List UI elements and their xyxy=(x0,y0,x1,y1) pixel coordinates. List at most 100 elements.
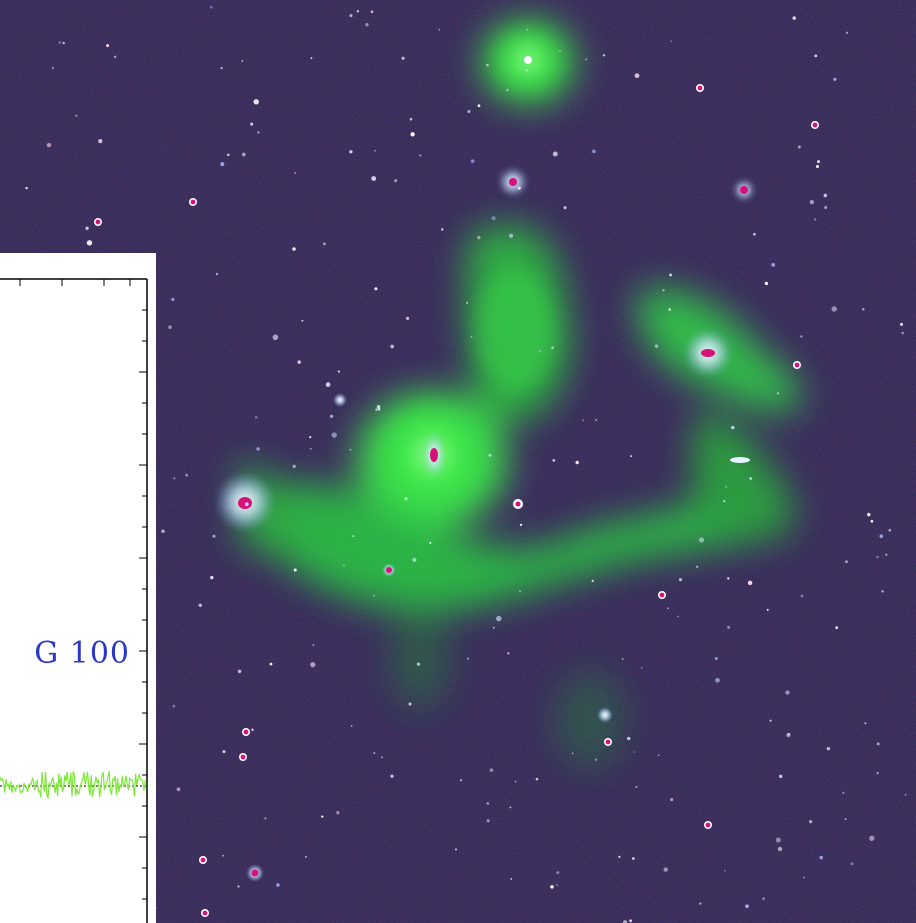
star xyxy=(466,657,469,660)
star xyxy=(904,793,907,796)
star xyxy=(441,228,444,231)
star xyxy=(539,349,542,353)
star xyxy=(390,344,395,349)
star xyxy=(276,883,280,887)
star xyxy=(349,14,353,18)
star xyxy=(310,57,313,60)
star xyxy=(823,193,828,198)
star xyxy=(312,644,315,646)
star xyxy=(212,534,216,538)
ring-star xyxy=(792,360,801,369)
star xyxy=(419,154,422,157)
star xyxy=(526,28,529,31)
star xyxy=(349,448,352,451)
star xyxy=(777,846,783,852)
star xyxy=(486,819,490,823)
star xyxy=(550,885,554,889)
star xyxy=(394,179,398,183)
star xyxy=(372,594,376,597)
star xyxy=(292,464,296,469)
star xyxy=(867,512,871,517)
star xyxy=(491,216,496,221)
star xyxy=(489,768,494,772)
ring-star xyxy=(201,908,210,917)
star xyxy=(747,580,753,586)
star xyxy=(556,884,558,886)
bright-sources xyxy=(215,56,755,882)
ring-star xyxy=(242,727,251,736)
star xyxy=(731,425,735,430)
star xyxy=(814,218,817,221)
star xyxy=(416,662,421,666)
star xyxy=(594,758,597,761)
star xyxy=(881,590,884,593)
star xyxy=(552,459,556,462)
star xyxy=(792,16,796,20)
star xyxy=(412,557,417,563)
star xyxy=(776,392,780,395)
star xyxy=(106,44,110,48)
star xyxy=(470,159,475,163)
star xyxy=(816,165,819,168)
star xyxy=(885,553,888,556)
star xyxy=(622,920,628,923)
star xyxy=(256,447,260,451)
star xyxy=(209,5,213,9)
star xyxy=(800,594,804,598)
star xyxy=(571,752,574,755)
star xyxy=(227,153,230,157)
star xyxy=(727,577,730,580)
star xyxy=(304,855,307,858)
star xyxy=(662,289,665,292)
star xyxy=(98,138,103,144)
star xyxy=(899,322,904,326)
star xyxy=(506,88,509,92)
star xyxy=(842,791,845,794)
star xyxy=(251,728,254,732)
star xyxy=(371,176,377,181)
star xyxy=(215,272,219,276)
star xyxy=(342,564,346,567)
star xyxy=(552,151,558,157)
star xyxy=(176,787,181,792)
star xyxy=(618,855,621,859)
star xyxy=(51,66,54,69)
star xyxy=(551,346,554,350)
star xyxy=(666,607,669,610)
star xyxy=(381,756,383,759)
star xyxy=(819,855,823,860)
star xyxy=(724,869,726,872)
star xyxy=(409,117,413,121)
star xyxy=(779,774,783,779)
star xyxy=(663,867,668,872)
star xyxy=(678,577,683,582)
star xyxy=(508,233,514,238)
star xyxy=(222,854,225,857)
star xyxy=(745,904,749,909)
star xyxy=(329,414,334,418)
star xyxy=(470,335,473,338)
star xyxy=(293,568,297,572)
star xyxy=(766,608,769,611)
star xyxy=(460,779,463,782)
ring-star xyxy=(189,198,198,207)
star xyxy=(486,63,489,67)
spectrum-plot xyxy=(0,253,156,923)
ring-star xyxy=(657,590,666,599)
star xyxy=(698,537,705,543)
star xyxy=(591,579,594,583)
star xyxy=(775,837,781,843)
star xyxy=(405,316,410,321)
star xyxy=(518,590,522,593)
star xyxy=(75,114,78,117)
star xyxy=(514,780,517,783)
star xyxy=(632,857,635,860)
ring-star xyxy=(810,121,819,130)
star xyxy=(654,344,659,348)
spectrum-inset-panel: G 100 xyxy=(0,253,156,923)
star xyxy=(210,575,214,580)
star xyxy=(222,750,226,754)
star xyxy=(845,31,849,34)
star xyxy=(250,122,254,126)
star xyxy=(592,149,596,154)
